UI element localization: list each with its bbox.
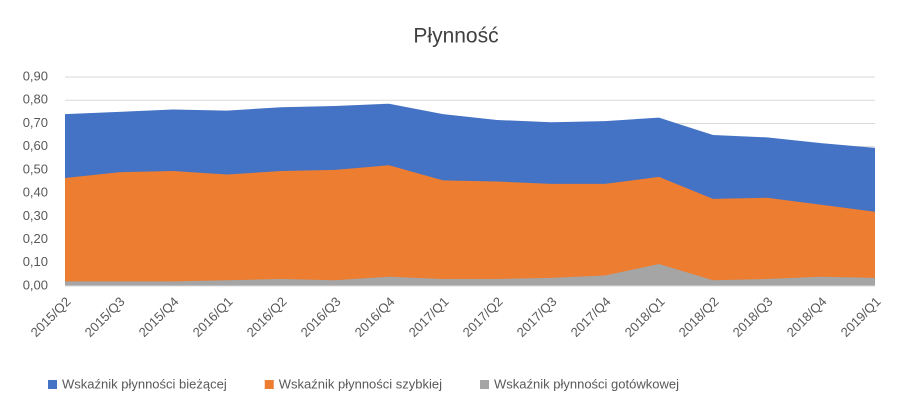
x-tick-label: 2016/Q2 xyxy=(244,294,290,340)
y-tick-label: 0,30 xyxy=(23,208,48,223)
x-tick-label: 2019/Q1 xyxy=(838,294,884,340)
y-tick-label: 0,70 xyxy=(23,115,48,130)
y-tick-label: 0,80 xyxy=(23,92,48,107)
legend-swatch xyxy=(264,380,274,389)
x-tick-label: 2016/Q1 xyxy=(190,294,236,340)
x-tick-label: 2016/Q4 xyxy=(352,294,398,340)
x-tick-label: 2015/Q3 xyxy=(82,294,128,340)
x-tick-label: 2018/Q4 xyxy=(784,294,830,340)
y-tick-label: 0,90 xyxy=(23,68,48,83)
x-tick-label: 2015/Q4 xyxy=(136,294,182,340)
x-tick-label: 2015/Q2 xyxy=(28,294,74,340)
area xyxy=(65,263,875,286)
x-tick-label: 2017/Q1 xyxy=(406,294,452,340)
x-tick-label: 2018/Q2 xyxy=(676,294,722,340)
legend-swatch xyxy=(480,380,490,389)
x-tick-label: 2017/Q2 xyxy=(460,294,506,340)
y-tick-label: 0,50 xyxy=(23,161,48,176)
legend-label: Wskaźnik płynności gotówkowej xyxy=(494,376,679,391)
chart-title: Płynność xyxy=(413,25,498,48)
y-tick-label: 0,10 xyxy=(23,254,48,269)
x-tick-label: 2018/Q1 xyxy=(622,294,668,340)
legend-swatch xyxy=(48,380,57,389)
y-tick-label: 0,40 xyxy=(23,185,48,200)
x-tick-label: 2016/Q3 xyxy=(298,294,344,340)
x-tick-label: 2017/Q3 xyxy=(514,294,560,340)
area xyxy=(65,165,875,286)
x-tick-label: 2017/Q4 xyxy=(568,294,614,340)
y-tick-label: 0,20 xyxy=(23,231,48,246)
x-tick-label: 2018/Q3 xyxy=(730,294,776,340)
legend-label: Wskaźnik płynności szybkiej xyxy=(279,376,442,391)
y-tick-label: 0,00 xyxy=(23,277,48,292)
y-tick-label: 0,60 xyxy=(23,138,48,153)
legend-label: Wskaźnik płynności bieżącej xyxy=(62,376,227,391)
